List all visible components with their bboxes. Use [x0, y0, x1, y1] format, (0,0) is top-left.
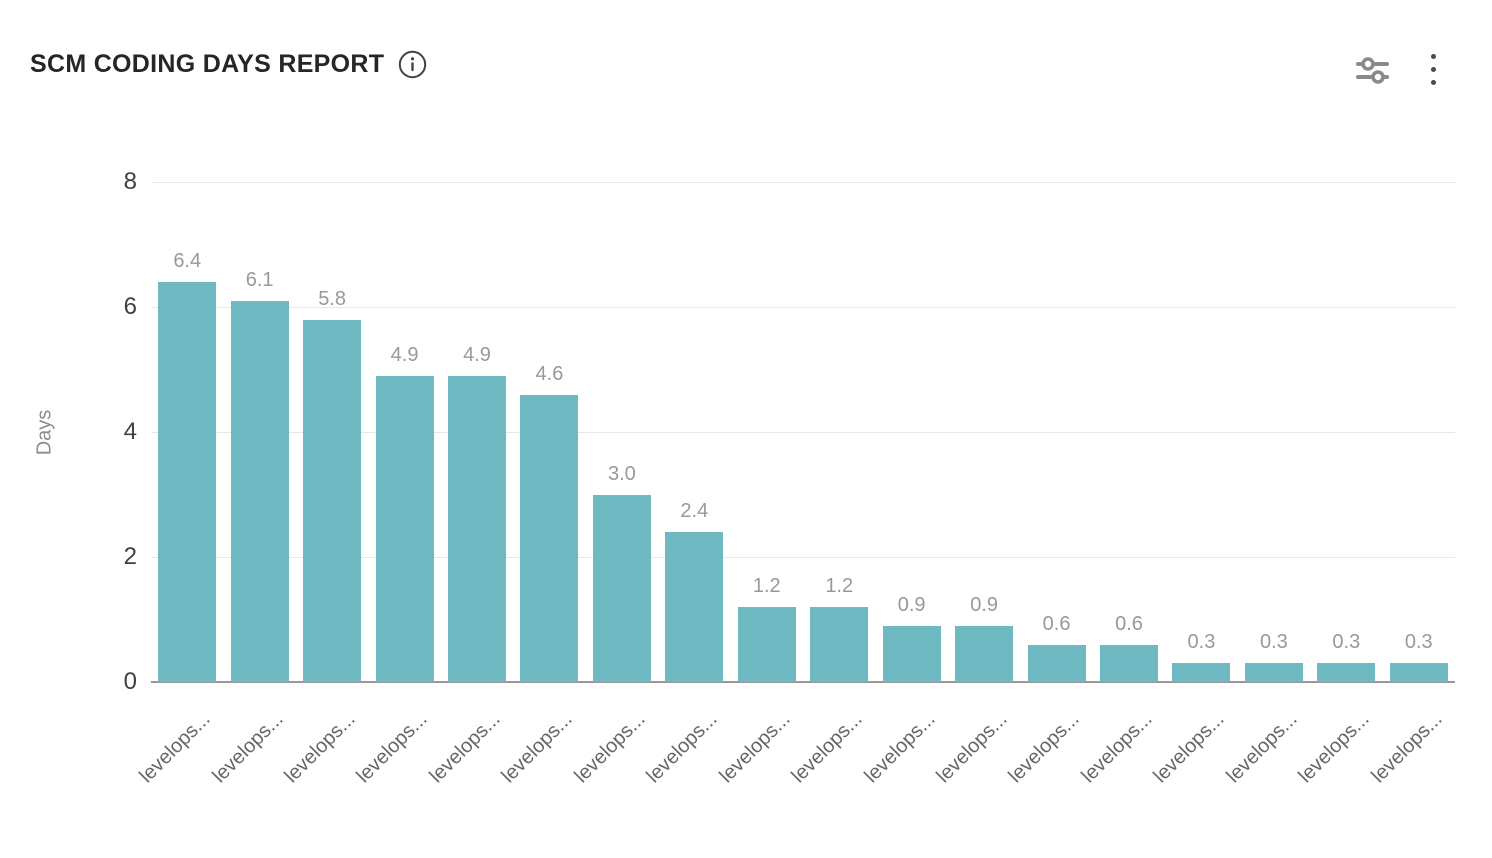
bar-value-label: 0.3	[1404, 631, 1433, 654]
bar-value-label: 0.3	[1259, 631, 1288, 654]
gridline	[151, 182, 1455, 183]
x-axis-category-label: levelops...	[1077, 708, 1157, 788]
x-axis-category-label: levelops...	[787, 708, 867, 788]
x-axis-category-label: levelops...	[1222, 708, 1302, 788]
bar[interactable]	[592, 494, 651, 682]
widget-header: SCM CODING DAYS REPORT	[30, 50, 427, 79]
x-axis-category-label: levelops...	[1149, 708, 1229, 788]
bar-value-label: 4.6	[535, 362, 564, 385]
bar-value-label: 3.0	[607, 462, 636, 485]
bar[interactable]	[1100, 644, 1158, 682]
y-axis-title-text: Days	[33, 409, 56, 455]
x-axis-category-label: levelops...	[425, 708, 505, 788]
x-axis-category-label: levelops...	[1004, 708, 1085, 788]
kebab-dot	[1431, 54, 1436, 59]
x-axis-category-label: levelops...	[859, 708, 940, 788]
bar-value-label: 0.6	[1042, 612, 1071, 635]
bar[interactable]	[1172, 663, 1231, 682]
bar[interactable]	[1389, 663, 1448, 682]
filters-icon[interactable]	[1356, 53, 1389, 86]
bar-value-label: 0.3	[1332, 631, 1361, 654]
x-axis-category-label: levelops...	[932, 708, 1012, 788]
bar-value-label: 5.8	[318, 287, 346, 310]
kebab-dot	[1431, 67, 1436, 72]
header-actions	[1356, 52, 1442, 87]
bar-value-label: 0.9	[970, 593, 998, 616]
bar[interactable]	[737, 607, 796, 682]
x-axis-category-label: levelops...	[715, 708, 795, 788]
gridline	[151, 432, 1455, 433]
y-axis-tick-label: 2	[123, 543, 137, 570]
bar[interactable]	[665, 532, 724, 682]
bar-value-label: 1.2	[825, 575, 854, 597]
y-axis-tick-label: 4	[123, 418, 137, 445]
x-axis-category-label: levelops...	[207, 708, 288, 788]
filters-icon-glyph	[1356, 57, 1389, 84]
bar-value-label: 0.9	[897, 593, 926, 616]
bar[interactable]	[882, 625, 941, 682]
bar[interactable]	[810, 607, 869, 682]
bar[interactable]	[1317, 663, 1376, 682]
kebab-menu-icon[interactable]	[1425, 52, 1442, 87]
x-axis-category-label: levelops...	[642, 708, 722, 788]
x-axis-category-label: levelops...	[135, 708, 215, 788]
y-axis-tick-label: 8	[123, 168, 137, 195]
y-axis-title: Days	[32, 182, 58, 682]
bar[interactable]	[1244, 663, 1303, 682]
bar-value-label: 2.4	[680, 500, 709, 522]
gridline	[151, 557, 1455, 558]
info-icon[interactable]	[398, 50, 427, 79]
x-axis-category-label: levelops...	[1367, 708, 1447, 788]
x-axis-category-label: levelops...	[352, 708, 433, 788]
bar-value-label: 4.9	[463, 343, 491, 366]
x-axis-line	[151, 681, 1455, 683]
bar-value-label: 4.9	[390, 343, 419, 366]
kebab-dot	[1431, 80, 1436, 85]
y-axis-tick-label: 6	[123, 293, 137, 320]
x-axis-category-label: levelops...	[1294, 708, 1374, 788]
bar-value-label: 6.1	[245, 268, 274, 291]
y-axis-tick-label: 0	[123, 668, 137, 695]
bar-value-label: 0.3	[1187, 631, 1216, 654]
info-icon-glyph	[399, 50, 427, 79]
bar-chart-plot-area: 0 2 4 6 8 6.4 levelops... 6.1 levelops... 5.8 leve…	[124, 169, 1455, 787]
page-title: SCM CODING DAYS REPORT	[30, 50, 385, 78]
bar[interactable]	[303, 319, 362, 682]
bar[interactable]	[375, 375, 434, 682]
x-axis-category-label: levelops...	[497, 708, 577, 788]
x-axis-category-label: levelops...	[280, 708, 360, 788]
bar[interactable]	[158, 282, 217, 682]
bar[interactable]	[955, 625, 1014, 682]
bar-value-label: 0.6	[1115, 612, 1143, 635]
bar[interactable]	[1027, 644, 1086, 682]
bar-value-label: 6.4	[173, 250, 202, 272]
bar[interactable]	[448, 375, 506, 682]
x-axis-category-label: levelops...	[570, 708, 650, 788]
bar[interactable]	[520, 394, 579, 682]
gridline	[151, 307, 1455, 308]
bar-value-label: 1.2	[752, 575, 781, 597]
bar[interactable]	[230, 300, 289, 682]
